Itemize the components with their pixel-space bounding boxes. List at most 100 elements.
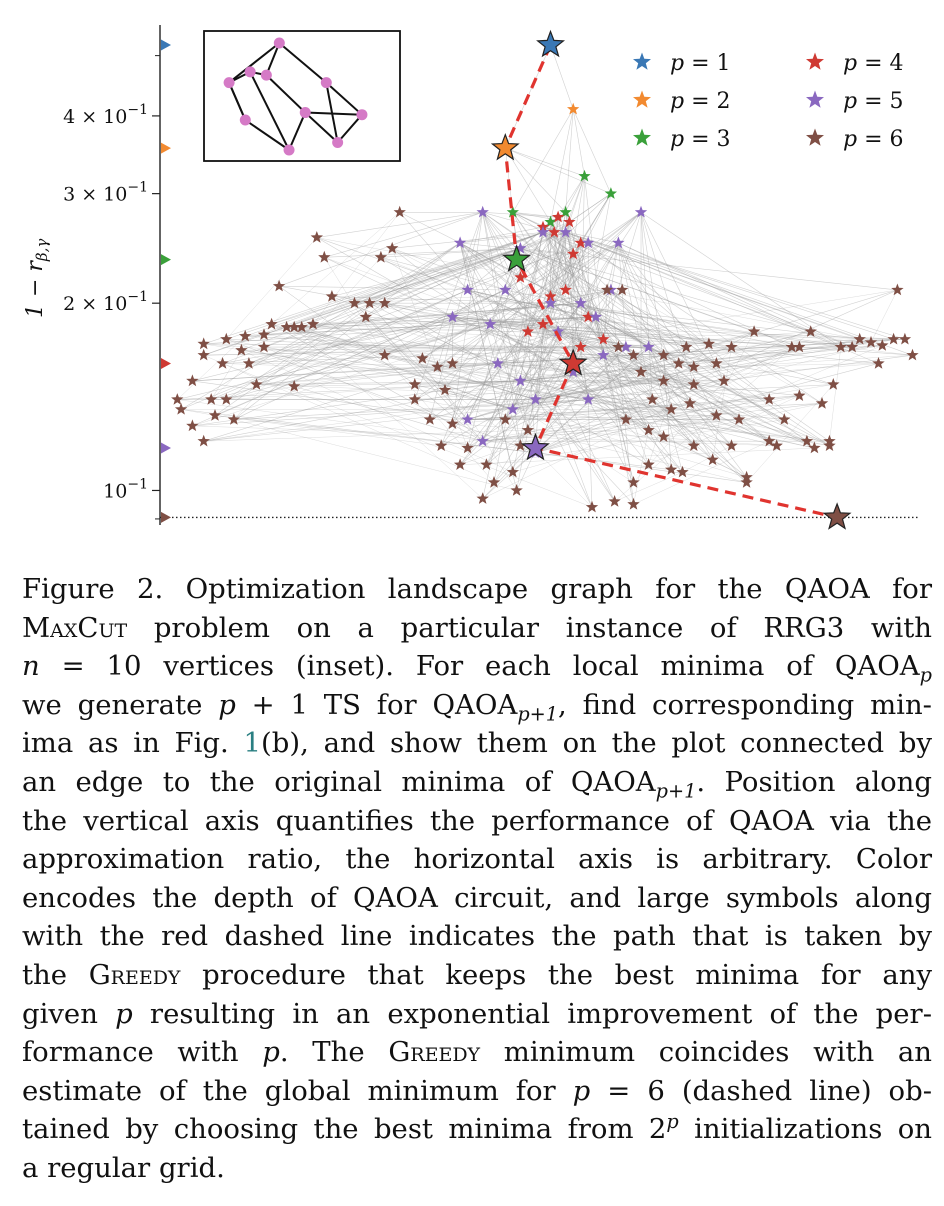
landscape-edge (640, 212, 725, 382)
landscape-edge (467, 253, 574, 420)
data-point-star (171, 393, 184, 405)
data-point-star (544, 215, 557, 228)
legend-star (806, 52, 824, 70)
landscape-edge (214, 289, 506, 416)
landscape-edge (460, 232, 555, 244)
landscape-edge (554, 232, 604, 356)
landscape-edge (565, 232, 823, 404)
landscape-edge (648, 346, 747, 478)
data-point-star (808, 441, 821, 454)
landscape-edge (422, 242, 589, 359)
legend-entry: p = 6 (843, 127, 904, 152)
landscape-edge (663, 355, 672, 470)
landscape-edge (460, 242, 898, 291)
landscape-edge (520, 345, 883, 382)
landscape-edge (580, 193, 612, 244)
landscape-edge (535, 345, 883, 400)
greedy-path-line (503, 44, 838, 519)
legend-entry: p = 4 (843, 51, 904, 76)
landscape-edge (294, 302, 581, 328)
landscape-edge (572, 371, 634, 483)
caption-line: the vertical axis quantifies the perform… (22, 804, 932, 837)
y-tick-label: 10−1 (103, 476, 148, 502)
caption-line: tained by choosing the best minima from … (22, 1110, 932, 1146)
landscape-edge (440, 248, 521, 446)
landscape-edge (535, 384, 834, 400)
landscape-edge (633, 440, 770, 505)
data-point-star (551, 210, 565, 223)
landscape-edge (535, 403, 691, 453)
landscape-edge (625, 346, 777, 446)
landscape-edge (384, 354, 672, 410)
landscape-edge (437, 366, 517, 491)
landscape-edge (294, 326, 905, 340)
data-point-star (864, 335, 878, 348)
landscape-edge (505, 221, 570, 291)
landscape-edge (580, 176, 585, 348)
data-point-star (616, 283, 629, 296)
data-point-star (559, 205, 572, 218)
landscape-edge (516, 232, 566, 491)
landscape-edge (550, 302, 841, 348)
caption-line: encodes the depth of QAOA circuit, and l… (22, 881, 932, 914)
y-tick-label: 2 × 10−1 (63, 289, 148, 315)
landscape-edge (565, 242, 589, 291)
landscape-edge (573, 354, 664, 373)
data-point-star (627, 348, 640, 361)
inset-edge (249, 71, 290, 151)
landscape-edge (618, 242, 841, 348)
landscape-edge (482, 212, 529, 431)
data-point-star (567, 365, 580, 378)
landscape-edge (565, 176, 585, 291)
landscape-edge (203, 346, 649, 356)
landscape-edge (331, 296, 495, 483)
landscape-edge (226, 338, 604, 356)
landscape-edge (222, 363, 724, 382)
data-point-star (763, 393, 776, 405)
landscape-edge (222, 346, 649, 364)
landscape-edge (192, 425, 777, 446)
landscape-edge (263, 232, 544, 335)
data-point-star (453, 458, 467, 470)
landscape-edge (437, 212, 642, 368)
data-point-star (612, 236, 625, 249)
landscape-edge (226, 338, 536, 453)
landscape-edge (233, 289, 506, 420)
landscape-edge (689, 346, 800, 404)
landscape-edge (263, 302, 355, 335)
landscape-edge (497, 363, 800, 397)
landscape-edge (505, 242, 581, 291)
landscape-edge (211, 363, 250, 400)
y-axis: 10−1 2 × 10−1 3 × 10−1 4 × 10−1 (63, 25, 171, 525)
caption-line: a regular grid. (22, 1151, 225, 1184)
landscape-edge (203, 316, 596, 345)
landscape-edge (603, 212, 642, 340)
landscape-edge (294, 289, 898, 387)
data-point-star (529, 393, 542, 405)
landscape-edge (380, 257, 785, 420)
data-point-star (514, 270, 527, 283)
landscape-edge (569, 222, 574, 373)
landscape-edge (505, 147, 585, 177)
data-point-star (265, 317, 278, 330)
landscape-edge (316, 237, 453, 318)
caption-line: an edge to the original minima of QAOAp+… (22, 765, 932, 803)
data-point-star (793, 389, 806, 401)
data-point-star (578, 169, 591, 182)
data-point-star (815, 396, 829, 409)
landscape-edge (226, 354, 913, 400)
landscape-edge (497, 316, 589, 364)
landscape-edge (542, 227, 581, 304)
landscape-edge (587, 399, 593, 508)
landscape-edge (444, 389, 747, 478)
data-point-star (672, 357, 685, 369)
landscape-edge (633, 354, 740, 420)
data-point-star (235, 343, 248, 356)
scatter-points (171, 38, 919, 513)
data-point-star (619, 413, 633, 425)
landscape-edge (550, 302, 853, 348)
landscape-edge (245, 335, 604, 356)
landscape-edge (459, 242, 619, 348)
landscape-edge (467, 346, 687, 420)
landscape-edge (414, 380, 521, 385)
